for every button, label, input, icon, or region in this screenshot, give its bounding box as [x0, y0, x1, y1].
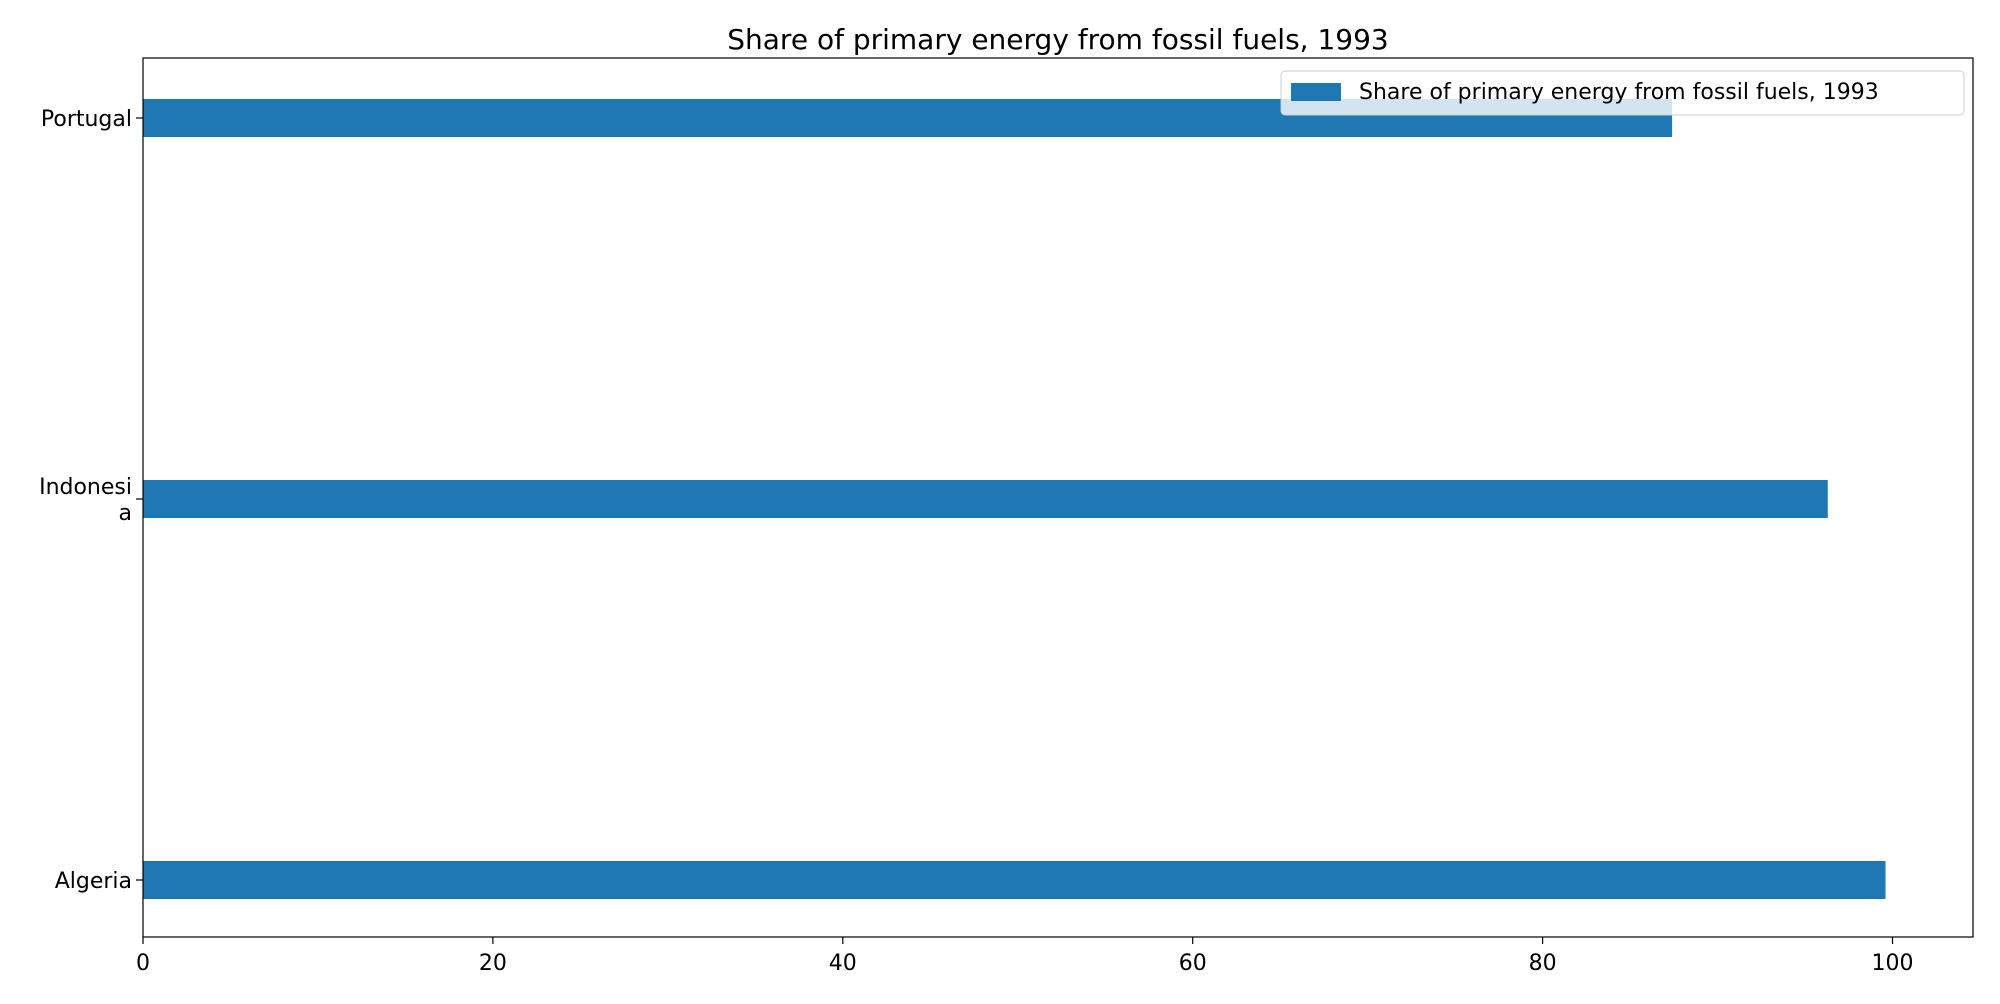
- x-tick-label: 100: [1872, 951, 1914, 976]
- y-tick-label-algeria: Algeria: [55, 869, 132, 894]
- axes-layer: 0 20 40 60 80 100 Portugal Indonesi a Algeria: [39, 57, 1974, 976]
- x-tick-label: 20: [479, 951, 507, 976]
- plot-frame: [142, 57, 1974, 938]
- y-tick-label-portugal: Portugal: [41, 107, 132, 132]
- x-tick-label: 40: [829, 951, 857, 976]
- bars-layer: [143, 99, 1886, 899]
- x-tick-label: 80: [1529, 951, 1557, 976]
- x-tick-label: 60: [1179, 951, 1207, 976]
- legend-box: [1280, 70, 1965, 116]
- chart-title: Share of primary energy from fossil fuel…: [727, 23, 1388, 56]
- bar-algeria: [143, 861, 1886, 899]
- legend-label: Share of primary energy from fossil fuel…: [1359, 80, 1879, 105]
- y-tick-label-indonesia: Indonesi a: [39, 475, 132, 526]
- bar-indonesia: [143, 480, 1828, 518]
- legend: Share of primary energy from fossil fuel…: [1280, 70, 1965, 116]
- x-tick-label: 0: [136, 951, 150, 976]
- legend-swatch: [1291, 83, 1341, 101]
